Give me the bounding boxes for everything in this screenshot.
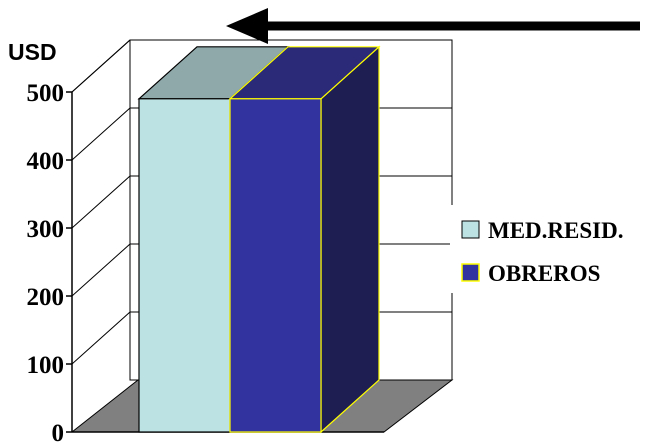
- legend-swatch-med-resid: [461, 220, 480, 239]
- y-tick-label-100: 100: [27, 352, 65, 379]
- legend-label-med-resid: MED.RESID.: [488, 218, 623, 243]
- legend-box: [450, 205, 660, 293]
- y-tick-label-300: 300: [27, 216, 65, 243]
- y-tick-label-200: 200: [27, 284, 65, 311]
- gridline-left-200: [71, 243, 131, 297]
- gridline-left-100: [71, 311, 131, 365]
- y-axis-ticks: 0 100 200 300 400 500: [27, 80, 72, 444]
- legend-label-obreros: OBREROS: [488, 261, 600, 286]
- gridline-left-400: [71, 107, 131, 161]
- legend-swatch-obreros: [461, 263, 480, 282]
- y-tick-label-0: 0: [52, 420, 65, 444]
- gridline-left-300: [71, 175, 131, 229]
- bar-side-1: [320, 45, 380, 434]
- y-tick-label-400: 400: [27, 148, 65, 175]
- bar-front-0: [138, 98, 231, 433]
- left-arrow-icon: [226, 8, 640, 44]
- y-axis-label: USD: [8, 39, 57, 65]
- bar-front-1: [229, 98, 322, 433]
- gridline-left-500: [71, 39, 131, 93]
- legend: MED.RESID. OBREROS: [450, 205, 660, 293]
- y-tick-label-500: 500: [27, 80, 65, 107]
- bars: [137, 45, 381, 434]
